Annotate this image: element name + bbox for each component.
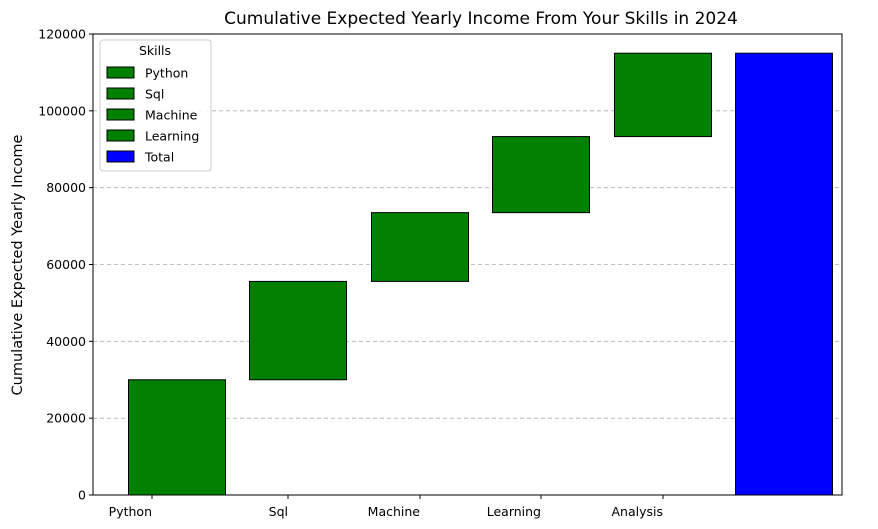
y-axis-label: Cumulative Expected Yearly Income xyxy=(10,134,26,395)
x-tick-label-sql: Sql xyxy=(269,504,288,519)
legend-label-learning: Learning xyxy=(145,129,199,144)
legend-label-total: Total xyxy=(144,150,174,165)
legend-label-sql: Sql xyxy=(145,87,164,102)
legend-title: Skills xyxy=(139,43,171,58)
y-tick-label-60000: 60000 xyxy=(46,257,86,272)
legend-entries: Python Sql Machine Learning Total xyxy=(106,66,199,165)
legend-swatch-total xyxy=(106,150,135,163)
bar-learning xyxy=(492,136,590,214)
bars xyxy=(128,52,833,496)
bar-machine xyxy=(371,212,469,282)
legend-swatch-python xyxy=(106,66,135,79)
x-tick-label-machine: Machine xyxy=(368,504,421,519)
chart-title: Cumulative Expected Yearly Income From Y… xyxy=(224,9,738,29)
legend-swatch-machine xyxy=(106,108,135,121)
y-tick-label-100000: 100000 xyxy=(38,103,86,118)
x-tick-label-python: Python xyxy=(109,504,152,519)
x-tick-label-learning: Learning xyxy=(487,504,541,519)
x-tick-label-analysis: Analysis xyxy=(611,504,663,519)
bar-sql xyxy=(249,280,347,381)
legend-swatch-sql xyxy=(106,87,135,100)
legend: Skills Python Sql Machine Learning Total xyxy=(99,39,212,172)
y-tick-label-20000: 20000 xyxy=(46,411,86,426)
x-axis-ticks: Python Sql Machine Learning Analysis xyxy=(109,495,664,519)
legend-label-python: Python xyxy=(145,66,188,81)
legend-swatch-learning xyxy=(106,129,135,142)
y-tick-label-0: 0 xyxy=(78,488,86,503)
y-tick-label-40000: 40000 xyxy=(46,334,86,349)
legend-label-machine: Machine xyxy=(145,108,198,123)
bar-python xyxy=(128,379,226,496)
y-tick-label-120000: 120000 xyxy=(38,27,86,42)
bar-total xyxy=(735,52,833,496)
y-tick-label-80000: 80000 xyxy=(46,180,86,195)
bar-analysis xyxy=(614,52,712,138)
y-axis-ticks: 0 20000 40000 60000 80000 100000 120000 xyxy=(38,27,93,503)
